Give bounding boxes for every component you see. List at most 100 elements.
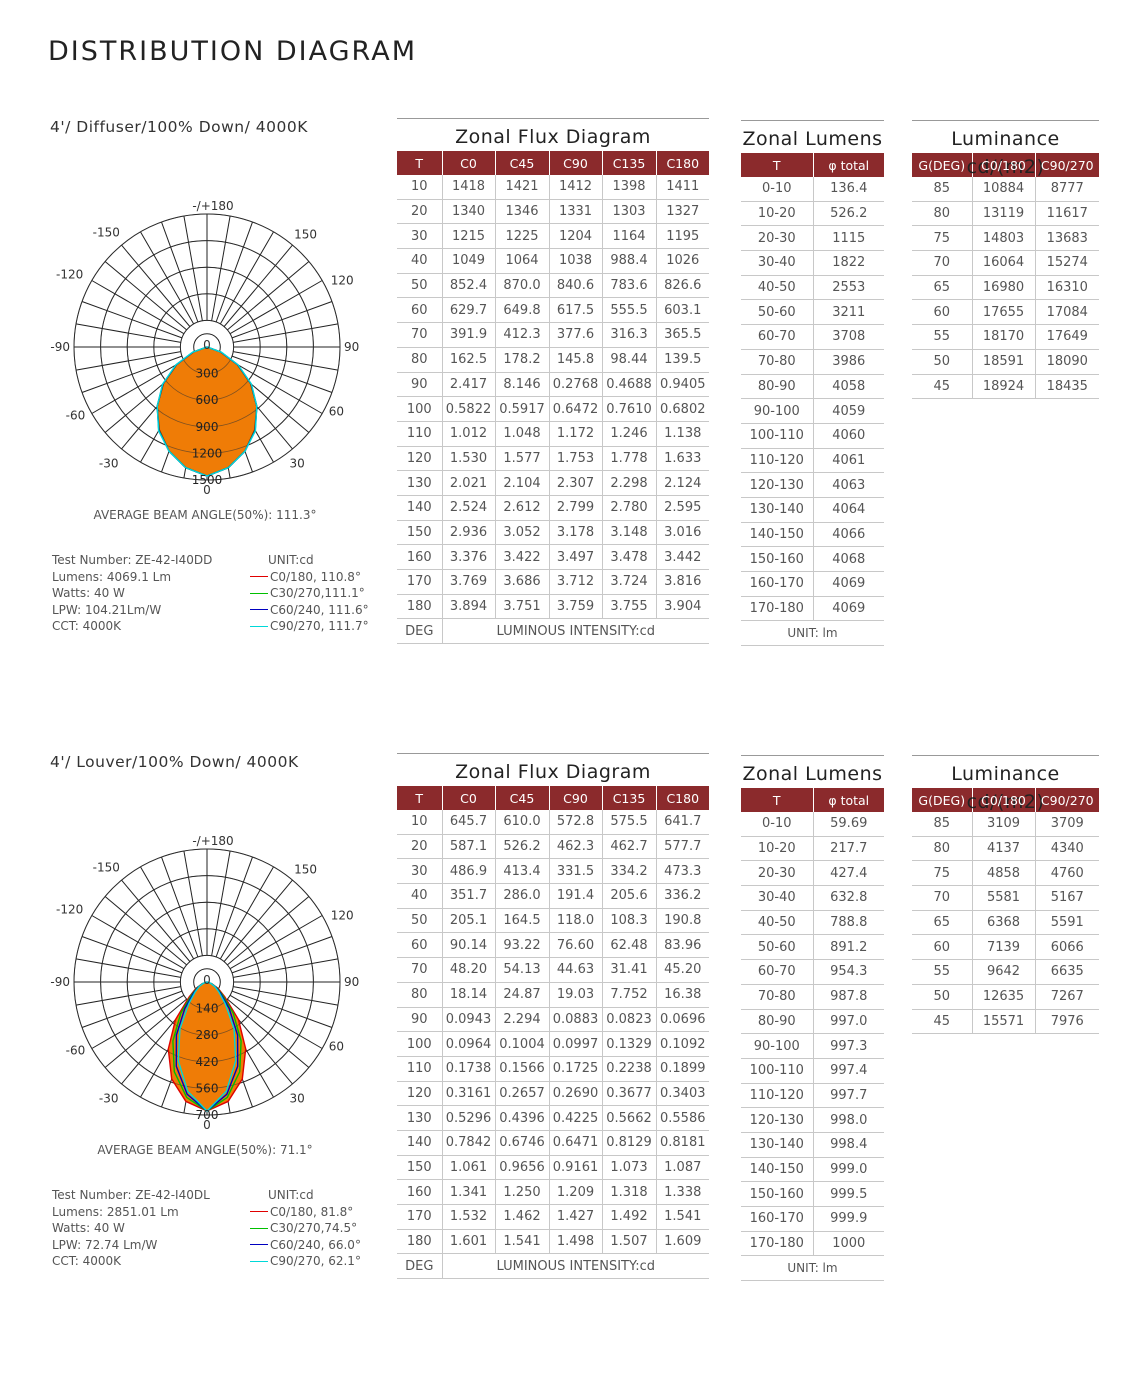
table-cell: 0.6472: [548, 396, 602, 422]
table-cell: 988.4: [601, 248, 656, 274]
table-cell: 0.6746: [494, 1130, 549, 1156]
legend-item: C0/180, 81.8°: [250, 1204, 361, 1221]
column-header: T: [397, 786, 442, 810]
table-row: 150 2.936 3.052 3.178 3.148 3.016: [397, 520, 709, 546]
table-cell: 30-40: [741, 885, 813, 911]
intensity-curve: [177, 981, 237, 1113]
legend-label: C0/180, 81.8°: [270, 1204, 354, 1219]
angle-label-l60: -60: [66, 1044, 86, 1058]
table-cell: 90.14: [441, 932, 495, 959]
table-row: 140 2.524 2.612 2.799 2.780 2.595: [397, 495, 709, 521]
table-cell: 0.5917: [494, 396, 549, 422]
table-cell: 120: [397, 446, 442, 472]
table-cell: 160: [397, 544, 442, 570]
footer-label: DEG: [397, 618, 442, 645]
table-row: 60-70 3708: [741, 324, 884, 350]
table-cell: 90-100: [741, 1033, 813, 1059]
column-header: C0: [441, 151, 495, 175]
table-cell: 150-160: [741, 1181, 813, 1207]
angle-label-r60: 60: [329, 1040, 344, 1054]
angle-label-l30: -30: [99, 456, 119, 470]
table-cell: 617.5: [548, 297, 602, 324]
table-cell: 4760: [1034, 860, 1099, 887]
zonal-flux-table: Zonal Flux Diagram T C0 C45 C90 C135 C180 10 64…: [397, 753, 709, 1280]
table-row: 170 1.532 1.462 1.427 1.492 1.541: [397, 1204, 709, 1230]
legend-label: C90/270, 111.7°: [270, 619, 369, 633]
table-row: 85 10884 8777: [912, 177, 1099, 202]
table-cell: 870.0: [494, 273, 549, 299]
table-cell: 2553: [812, 275, 884, 301]
scale-label: 1500: [192, 473, 223, 487]
table-cell: 20-30: [741, 860, 813, 887]
table-cell: 60-70: [741, 959, 813, 985]
column-header: T: [741, 788, 813, 812]
column-header: T: [741, 153, 813, 177]
table-cell: 2.524: [441, 495, 495, 521]
table-cell: 3.016: [655, 520, 709, 546]
table-cell: 1.633: [655, 446, 709, 472]
table-cell: 48.20: [441, 957, 495, 983]
legend-line-icon: [250, 625, 268, 627]
table-cell: 3.769: [441, 569, 495, 595]
table-cell: 351.7: [441, 883, 495, 909]
table-cell: 0.6471: [548, 1130, 602, 1156]
table-cell: 486.9: [441, 858, 495, 885]
table-cell: 1.530: [441, 446, 495, 472]
table-row: 80 13119 11617: [912, 201, 1099, 227]
table-cell: 110: [397, 1056, 442, 1082]
scale-label: 1200: [192, 446, 223, 460]
table-cell: 1.172: [548, 421, 602, 447]
table-row: 85 3109 3709: [912, 812, 1099, 837]
table-row: 100 0.5822 0.5917 0.6472 0.7610 0.6802: [397, 396, 709, 422]
table-cell: 90: [397, 372, 442, 398]
table-cell: 1418: [441, 175, 495, 200]
table-cell: 6635: [1034, 959, 1099, 985]
legend-item: C90/270, 111.7°: [250, 618, 369, 635]
angle-label-center: 0: [203, 338, 211, 352]
table-row: 10 1418 1421 1412 1398 1411: [397, 175, 709, 200]
table-row: 30-40 632.8: [741, 885, 884, 911]
beam-angle: AVERAGE BEAM ANGLE(50%): 111.3°: [93, 508, 317, 522]
column-header: C90: [548, 151, 602, 175]
table-cell: 1.541: [655, 1204, 709, 1230]
table-cell: 18.14: [441, 982, 495, 1008]
table-row: 120 1.530 1.577 1.753 1.778 1.633: [397, 446, 709, 472]
column-header: C180: [655, 786, 709, 810]
table-row: 40-50 2553: [741, 275, 884, 301]
table-cell: 170: [397, 569, 442, 595]
table-cell: 4069: [812, 596, 884, 622]
table-cell: 1.341: [441, 1179, 495, 1205]
table-cell: 130: [397, 1105, 442, 1131]
intensity-curve: [156, 346, 258, 477]
section-title: 4'/ Diffuser/100% Down/ 4000K: [50, 118, 308, 136]
table-cell: 3.904: [655, 594, 709, 620]
table-row: 120 0.3161 0.2657 0.2690 0.3677 0.3403: [397, 1081, 709, 1107]
beam-angle: AVERAGE BEAM ANGLE(50%): 71.1°: [97, 1143, 313, 1157]
table-cell: 4069: [812, 571, 884, 597]
table-cell: 12635: [971, 984, 1035, 1010]
table-cell: 130-140: [741, 1132, 813, 1158]
table-cell: 120-130: [741, 1107, 813, 1133]
table-cell: 45: [912, 374, 972, 400]
angle-label-bottom: 0: [203, 483, 211, 497]
table-cell: 1.246: [601, 421, 656, 447]
table-cell: 413.4: [494, 858, 549, 885]
info-line: CCT: 4000K: [52, 619, 122, 633]
table-cell: 7.752: [601, 982, 656, 1008]
table-cell: 526.2: [812, 201, 884, 227]
table-cell: 98.44: [601, 347, 656, 373]
column-header: C180: [655, 151, 709, 175]
table-cell: 170-180: [741, 596, 813, 622]
table-cell: 20: [397, 199, 442, 225]
table-cell: 4858: [971, 860, 1035, 887]
zonal-flux-title: Zonal Flux Diagram: [397, 753, 709, 786]
angle-label-l150: -150: [93, 861, 120, 875]
table-cell: 140: [397, 495, 442, 521]
table-cell: 19.03: [548, 982, 602, 1008]
table-cell: 1.532: [441, 1204, 495, 1230]
legend-item: C60/240, 111.6°: [250, 602, 369, 619]
table-cell: 1225: [494, 223, 549, 250]
table-cell: 1195: [655, 223, 709, 250]
table-row: 80 162.5 178.2 145.8 98.44 139.5: [397, 347, 709, 373]
table-cell: 0-10: [741, 177, 813, 202]
